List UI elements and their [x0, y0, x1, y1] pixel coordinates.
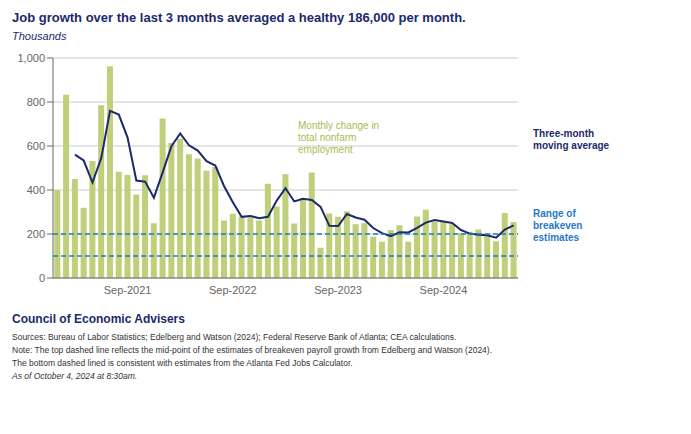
svg-text:400: 400 — [27, 184, 45, 196]
html-text:The bottom dashed lined is con: The bottom dashed lined is consistent wi… — [12, 358, 353, 368]
svg-text:600: 600 — [27, 140, 45, 152]
html-text:Council of Economic Advisers: Council of Economic Advisers — [12, 312, 185, 326]
html-text:Three-month moving average: Three-month moving average — [533, 128, 610, 151]
svg-text:800: 800 — [27, 96, 45, 108]
html-text:Note: The top dashed line refl: Note: The top dashed line reflects the m… — [12, 345, 492, 355]
svg-text:Sep-2024: Sep-2024 — [420, 284, 468, 296]
svg-text:Sep-2022: Sep-2022 — [209, 284, 257, 296]
html-text:Thousands: Thousands — [12, 30, 67, 42]
svg-text:1,000: 1,000 — [17, 52, 45, 64]
svg-text:0: 0 — [39, 272, 45, 284]
html-text:Sources: Bureau of Labor Stati: Sources: Bureau of Labor Statistics; Ede… — [12, 332, 457, 342]
svg-text:Sep-2023: Sep-2023 — [314, 284, 362, 296]
html-text:Job growth over the last 3 mon: Job growth over the last 3 months averag… — [12, 10, 466, 25]
html-text:As of October 4, 2024 at 8:30a: As of October 4, 2024 at 8:30am. — [12, 371, 138, 381]
html-text:Range of breakeven estimates: Range of breakeven estimates — [533, 208, 583, 243]
html-text:Monthly change in total nonfar: Monthly change in total nonfarm employme… — [298, 120, 380, 155]
svg-text:200: 200 — [27, 228, 45, 240]
svg-text:Sep-2021: Sep-2021 — [104, 284, 152, 296]
